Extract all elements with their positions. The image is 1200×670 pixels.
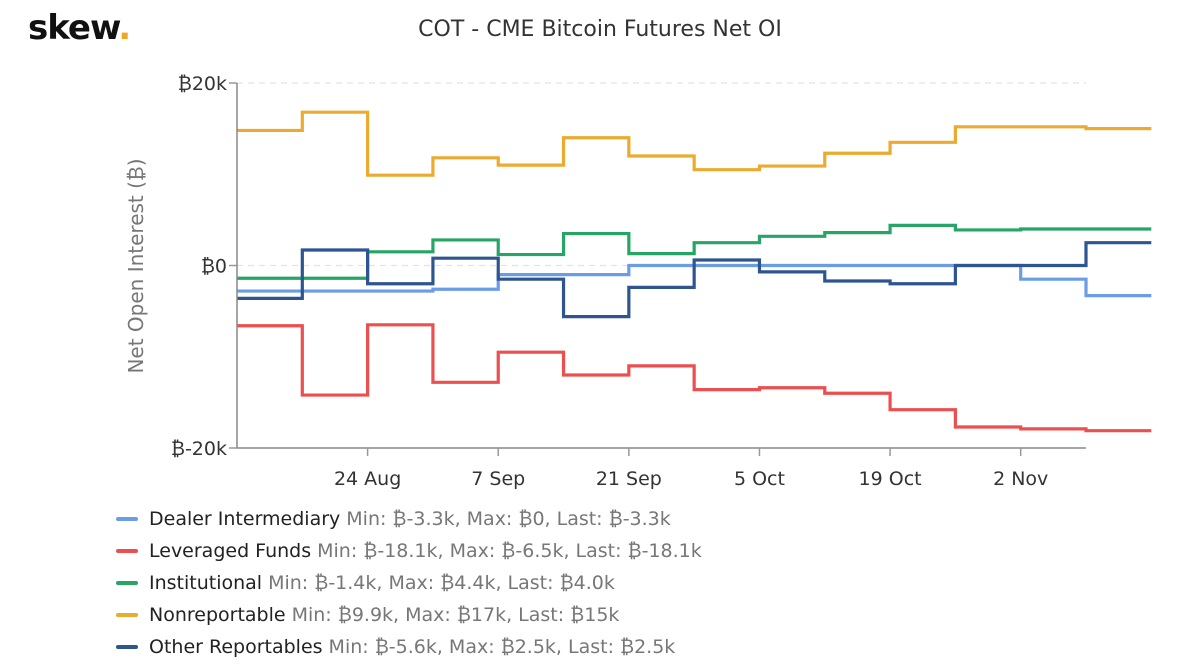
legend-series-name: Dealer Intermediary bbox=[149, 508, 341, 530]
grid-layer bbox=[237, 82, 1086, 267]
legend-series-name: Leveraged Funds bbox=[149, 540, 312, 562]
x-tick-label: 24 Aug bbox=[334, 468, 401, 490]
legend-series-stats: Min: ₿9.9k, Max: ₿17k, Last: ₿15k bbox=[291, 603, 620, 626]
x-tick-label: 19 Oct bbox=[859, 468, 922, 490]
y-tick-label: ₿-20k bbox=[171, 438, 227, 460]
y-tick-label: ₿20k bbox=[178, 73, 227, 95]
legend-series-stats: Min: ₿-3.3k, Max: ₿0, Last: ₿-3.3k bbox=[346, 507, 671, 530]
axis-layer: ₿20k ₿0 ₿-20k 24 Aug 7 Sep 21 Sep 5 Oct 19 Oct 2… bbox=[171, 73, 1086, 490]
legend-swatch bbox=[116, 645, 138, 649]
legend-item[interactable]: Dealer Intermediary Min: ₿-3.3k, Max: ₿0,… bbox=[116, 503, 702, 535]
series-line bbox=[237, 110, 1152, 177]
legend-swatch bbox=[116, 549, 138, 553]
series-line bbox=[237, 223, 1152, 280]
legend-item[interactable]: Other Reportables Min: ₿-5.6k, Max: ₿2.5k… bbox=[116, 631, 702, 663]
legend-swatch bbox=[116, 581, 138, 585]
legend-series-name: Nonreportable bbox=[149, 604, 286, 626]
legend-item[interactable]: Leveraged Funds Min: ₿-18.1k, Max: ₿-6.5k… bbox=[116, 535, 702, 567]
x-tick-label: 5 Oct bbox=[734, 468, 785, 490]
legend-series-stats: Min: ₿-1.4k, Max: ₿4.4k, Last: ₿4.0k bbox=[268, 571, 615, 594]
series-line bbox=[237, 241, 1152, 319]
chart-plot: ₿20k ₿0 ₿-20k 24 Aug 7 Sep 21 Sep 5 Oct 19 Oct 2… bbox=[124, 73, 1152, 490]
y-axis-label: Net Open Interest (₿) bbox=[124, 158, 148, 373]
chart-legend: Dealer Intermediary Min: ₿-3.3k, Max: ₿0,… bbox=[116, 503, 702, 663]
x-tick-label: 21 Sep bbox=[596, 468, 662, 490]
series-layer bbox=[237, 110, 1152, 433]
legend-series-stats: Min: ₿-18.1k, Max: ₿-6.5k, Last: ₿-18.1k bbox=[317, 539, 702, 562]
y-tick-label: ₿0 bbox=[201, 256, 227, 278]
series-line bbox=[237, 263, 1152, 298]
x-tick-label: 2 Nov bbox=[993, 468, 1048, 490]
legend-series-name: Institutional bbox=[149, 572, 263, 594]
legend-swatch bbox=[116, 517, 138, 521]
legend-series-name: Other Reportables bbox=[149, 636, 323, 658]
series-line bbox=[237, 323, 1152, 433]
legend-swatch bbox=[116, 613, 138, 617]
brand-dot: . bbox=[118, 8, 131, 48]
x-tick-label: 7 Sep bbox=[471, 468, 525, 490]
legend-item[interactable]: Nonreportable Min: ₿9.9k, Max: ₿17k, Last… bbox=[116, 599, 702, 631]
brand-logo: skew. bbox=[28, 8, 131, 48]
chart-title: COT - CME Bitcoin Futures Net OI bbox=[418, 17, 782, 42]
brand-name: skew bbox=[28, 8, 119, 48]
legend-item[interactable]: Institutional Min: ₿-1.4k, Max: ₿4.4k, La… bbox=[116, 567, 702, 599]
legend-series-stats: Min: ₿-5.6k, Max: ₿2.5k, Last: ₿2.5k bbox=[328, 635, 676, 658]
